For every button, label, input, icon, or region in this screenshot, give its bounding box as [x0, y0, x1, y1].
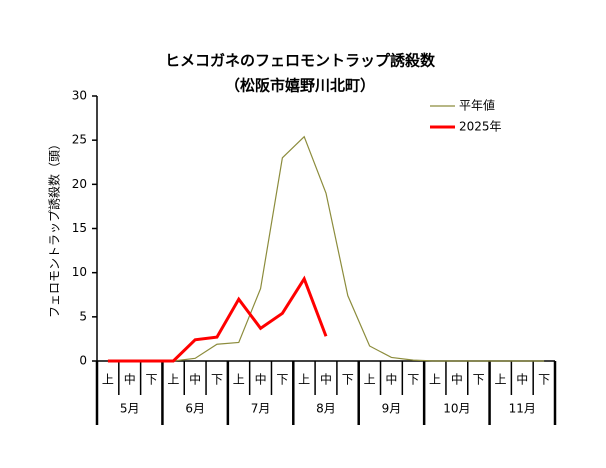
- month-label: 10月: [443, 402, 470, 416]
- chart-title: ヒメコガネのフェロモントラップ誘殺数: [165, 52, 436, 70]
- x-tick-label: 下: [276, 373, 288, 387]
- x-tick-label: 下: [538, 373, 550, 387]
- y-tick-label: 30: [72, 89, 87, 103]
- y-tick-label: 15: [72, 221, 87, 235]
- month-label: 9月: [382, 402, 402, 416]
- series-line: [107, 135, 545, 362]
- y-tick-label: 5: [79, 309, 87, 323]
- x-tick-label: 上: [233, 373, 245, 387]
- y-tick-label: 20: [72, 177, 87, 191]
- x-tick-label: 中: [451, 372, 463, 387]
- x-tick-label: 上: [102, 373, 114, 387]
- x-tick-label: 下: [146, 373, 158, 387]
- x-tick-label: 中: [255, 372, 267, 387]
- x-tick-label: 上: [167, 373, 179, 387]
- x-tick-label: 中: [124, 372, 136, 387]
- legend-label: 2025年: [459, 120, 502, 134]
- x-tick-label: 下: [211, 373, 223, 387]
- x-tick-label: 下: [342, 373, 354, 387]
- month-label: 6月: [185, 402, 205, 416]
- x-tick-label: 中: [385, 372, 397, 387]
- month-label: 5月: [120, 402, 140, 416]
- legend-label: 平年値: [459, 98, 495, 113]
- month-label: 8月: [316, 402, 336, 416]
- x-tick-label: 上: [429, 373, 441, 387]
- x-tick-label: 下: [473, 373, 485, 387]
- x-tick-label: 上: [494, 373, 506, 387]
- x-tick-label: 中: [189, 372, 201, 387]
- x-tick-label: 中: [516, 372, 528, 387]
- series-line: [107, 275, 328, 363]
- x-tick-label: 上: [298, 373, 310, 387]
- x-tick-label: 上: [364, 373, 376, 387]
- chart-subtitle: （松阪市嬉野川北町）: [225, 77, 375, 95]
- x-tick-label: 中: [320, 372, 332, 387]
- y-tick-label: 10: [72, 265, 87, 279]
- month-label: 7月: [251, 402, 271, 416]
- y-tick-label: 25: [72, 133, 87, 147]
- month-label: 11月: [509, 402, 536, 416]
- x-tick-label: 下: [407, 373, 419, 387]
- y-tick-label: 0: [79, 354, 87, 368]
- y-axis-label: フェロモントラップ誘殺数（頭）: [47, 138, 62, 318]
